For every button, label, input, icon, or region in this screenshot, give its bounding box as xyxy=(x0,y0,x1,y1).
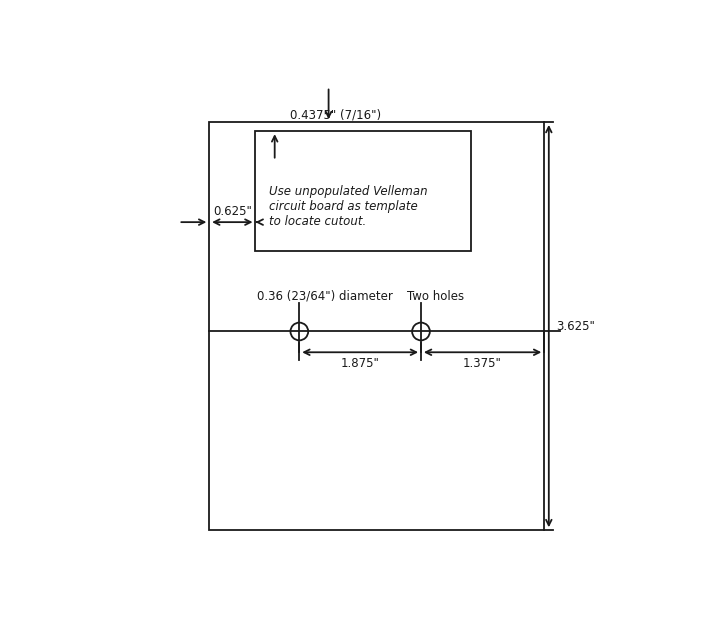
Text: 0.36 (23/64") diameter: 0.36 (23/64") diameter xyxy=(257,290,393,303)
Bar xyxy=(209,122,544,530)
Text: Two holes: Two holes xyxy=(407,290,465,303)
Text: 0.4375" (7/16"): 0.4375" (7/16") xyxy=(290,108,381,121)
Bar xyxy=(255,131,471,251)
Text: 1.375": 1.375" xyxy=(463,357,502,370)
Text: 3.625": 3.625" xyxy=(556,320,596,332)
Text: 0.625": 0.625" xyxy=(213,205,252,218)
Text: Use unpopulated Velleman
circuit board as template
to locate cutout.: Use unpopulated Velleman circuit board a… xyxy=(269,185,427,228)
Text: 1.875": 1.875" xyxy=(341,357,379,370)
